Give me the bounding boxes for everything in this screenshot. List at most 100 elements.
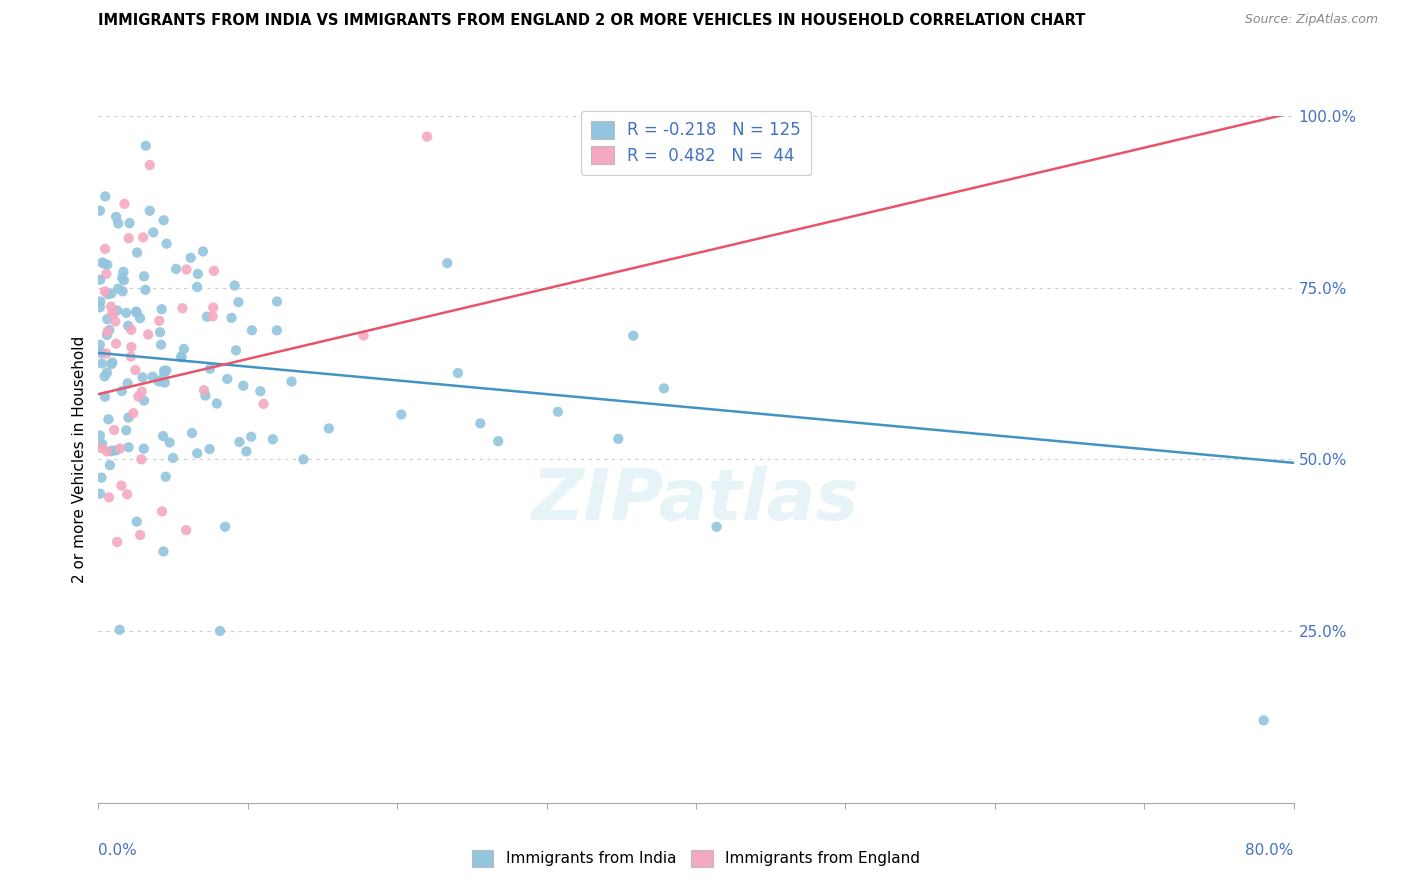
- Point: [198, 442, 221, 456]
- Point: [129, 311, 152, 326]
- Point: [94, 285, 117, 299]
- Point: [193, 383, 215, 397]
- Point: [170, 350, 193, 364]
- Point: [111, 270, 134, 285]
- Point: [266, 294, 288, 309]
- Point: [91, 255, 114, 269]
- Point: [353, 328, 375, 343]
- Point: [97, 412, 120, 426]
- Point: [115, 306, 138, 320]
- Point: [224, 278, 246, 293]
- Point: [105, 303, 128, 318]
- Point: [292, 452, 315, 467]
- Point: [89, 294, 111, 309]
- Point: [105, 210, 128, 224]
- Point: [172, 301, 194, 316]
- Point: [228, 434, 250, 449]
- Point: [101, 306, 124, 320]
- Point: [153, 376, 176, 390]
- Point: [266, 323, 288, 337]
- Point: [100, 286, 122, 301]
- Point: [621, 328, 644, 343]
- Point: [159, 435, 181, 450]
- Point: [152, 429, 174, 443]
- Point: [138, 203, 160, 218]
- Point: [132, 230, 155, 244]
- Point: [105, 443, 128, 458]
- Point: [447, 366, 470, 380]
- Point: [117, 376, 139, 391]
- Point: [214, 520, 236, 534]
- Point: [225, 343, 247, 358]
- Point: [96, 366, 118, 380]
- Point: [112, 273, 135, 287]
- Point: [105, 336, 128, 351]
- Point: [170, 351, 193, 365]
- Point: [652, 381, 675, 395]
- Legend: Immigrants from India, Immigrants from England: Immigrants from India, Immigrants from E…: [464, 842, 928, 874]
- Point: [125, 515, 148, 529]
- Point: [100, 357, 122, 371]
- Point: [127, 390, 149, 404]
- Point: [89, 203, 111, 218]
- Point: [107, 216, 129, 230]
- Point: [98, 323, 121, 337]
- Point: [195, 310, 218, 324]
- Point: [202, 301, 225, 315]
- Point: [134, 283, 156, 297]
- Point: [187, 267, 209, 281]
- Point: [115, 487, 138, 501]
- Point: [165, 261, 187, 276]
- Point: [93, 257, 115, 271]
- Point: [110, 478, 132, 492]
- Point: [101, 443, 124, 458]
- Point: [181, 425, 204, 440]
- Point: [98, 491, 121, 505]
- Point: [104, 315, 127, 329]
- Point: [94, 242, 117, 256]
- Point: [96, 346, 118, 360]
- Point: [240, 430, 263, 444]
- Point: [89, 428, 111, 442]
- Point: [96, 267, 118, 281]
- Point: [89, 301, 111, 315]
- Point: [202, 264, 225, 278]
- Point: [153, 364, 176, 378]
- Point: [198, 361, 221, 376]
- Point: [108, 442, 131, 456]
- Point: [136, 327, 159, 342]
- Text: 0.0%: 0.0%: [98, 843, 138, 858]
- Point: [186, 446, 208, 460]
- Point: [115, 423, 138, 437]
- Point: [142, 226, 165, 240]
- Point: [416, 129, 439, 144]
- Point: [96, 258, 118, 272]
- Point: [117, 410, 139, 425]
- Point: [280, 375, 302, 389]
- Point: [607, 432, 630, 446]
- Point: [94, 390, 117, 404]
- Point: [94, 189, 117, 203]
- Point: [98, 458, 121, 472]
- Point: [152, 544, 174, 558]
- Point: [96, 444, 118, 458]
- Point: [105, 535, 128, 549]
- Point: [131, 384, 153, 399]
- Point: [191, 244, 214, 259]
- Point: [194, 388, 217, 402]
- Point: [96, 328, 118, 343]
- Point: [152, 213, 174, 227]
- Y-axis label: 2 or more Vehicles in Household: 2 or more Vehicles in Household: [72, 335, 87, 583]
- Point: [103, 306, 125, 320]
- Point: [208, 624, 231, 638]
- Point: [125, 306, 148, 320]
- Point: [139, 158, 162, 172]
- Point: [155, 469, 177, 483]
- Point: [117, 318, 139, 333]
- Point: [120, 350, 142, 364]
- Text: IMMIGRANTS FROM INDIA VS IMMIGRANTS FROM ENGLAND 2 OR MORE VEHICLES IN HOUSEHOLD: IMMIGRANTS FROM INDIA VS IMMIGRANTS FROM…: [98, 13, 1085, 29]
- Point: [132, 393, 155, 408]
- Text: ZIPatlas: ZIPatlas: [533, 467, 859, 535]
- Point: [132, 442, 155, 456]
- Point: [120, 340, 142, 354]
